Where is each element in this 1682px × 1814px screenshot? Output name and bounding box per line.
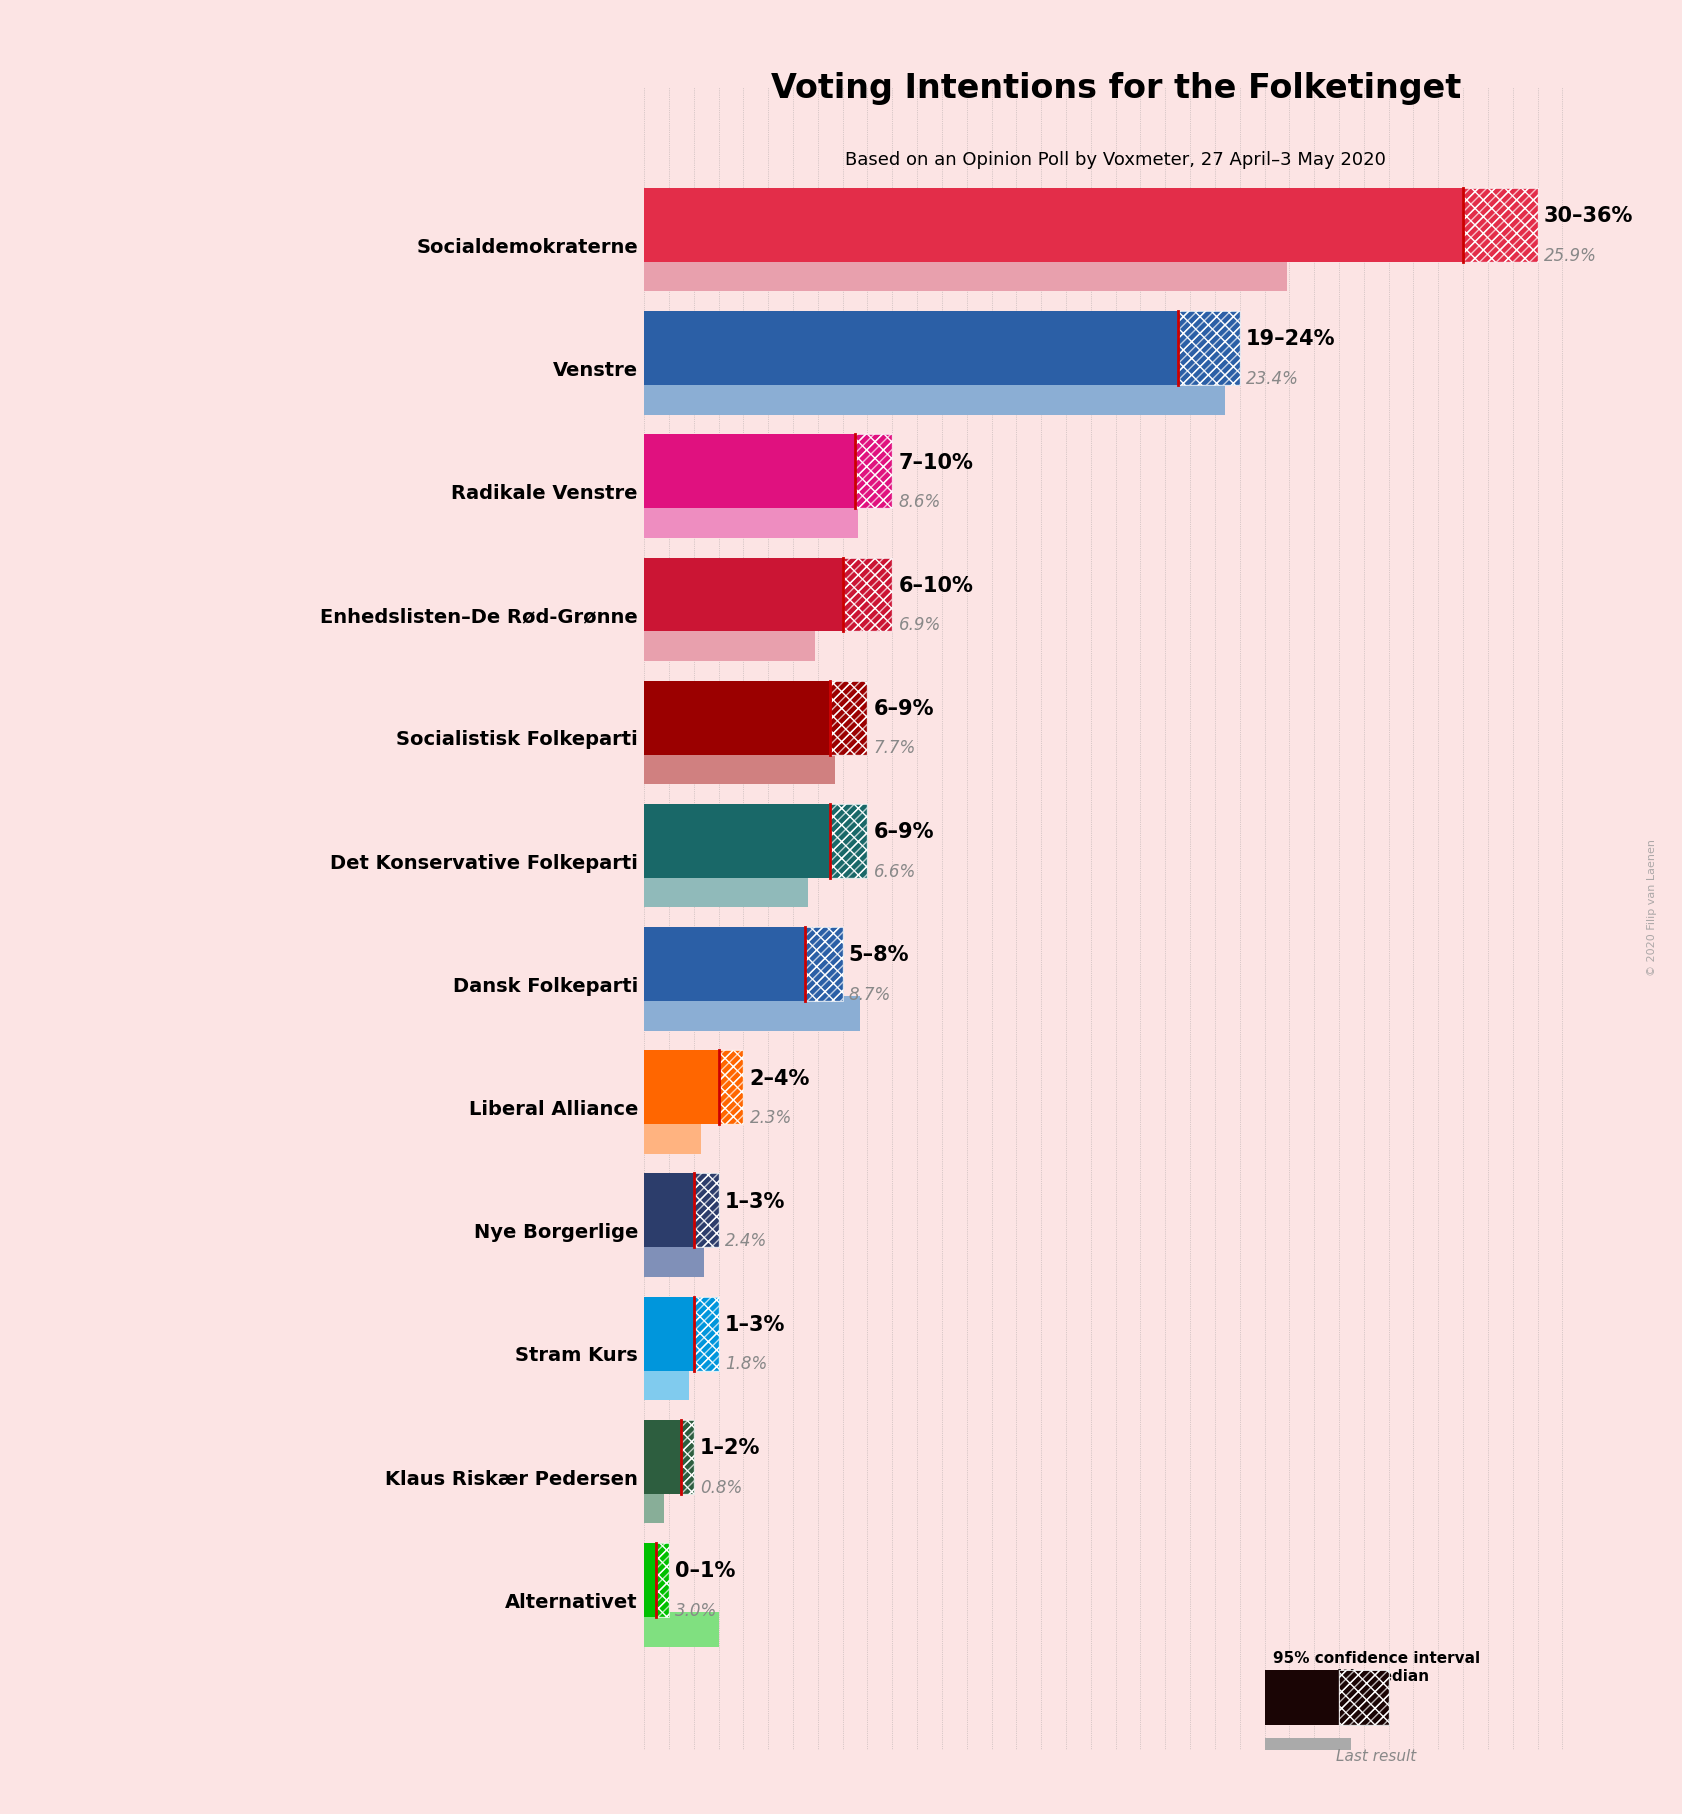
- Bar: [693, 1297, 718, 1371]
- Text: 25.9%: 25.9%: [1544, 247, 1596, 265]
- Text: 6–10%: 6–10%: [898, 575, 974, 595]
- Bar: [831, 680, 868, 755]
- Bar: [718, 1050, 743, 1125]
- Bar: [806, 927, 843, 1001]
- Bar: [644, 1544, 669, 1616]
- Bar: [831, 804, 868, 878]
- Bar: [806, 927, 843, 1001]
- Bar: [718, 1050, 743, 1125]
- Text: 0.8%: 0.8%: [700, 1478, 742, 1497]
- Bar: [644, 1489, 664, 1524]
- Bar: [644, 189, 1537, 261]
- Text: 23.4%: 23.4%: [1246, 370, 1299, 388]
- Text: Nye Borgerlige: Nye Borgerlige: [474, 1223, 637, 1243]
- Bar: [854, 434, 891, 508]
- Text: 1–3%: 1–3%: [725, 1315, 785, 1335]
- Bar: [644, 1297, 718, 1371]
- Bar: [681, 1420, 693, 1493]
- Bar: [831, 680, 868, 755]
- Bar: [644, 258, 1287, 292]
- Text: Stram Kurs: Stram Kurs: [515, 1346, 637, 1366]
- Bar: [1265, 1738, 1351, 1769]
- Bar: [644, 434, 891, 508]
- Text: 7.7%: 7.7%: [873, 740, 917, 758]
- Text: © 2020 Filip van Laenen: © 2020 Filip van Laenen: [1647, 838, 1657, 976]
- Text: 2.4%: 2.4%: [725, 1232, 767, 1250]
- Bar: [644, 557, 891, 631]
- Text: 0–1%: 0–1%: [674, 1562, 735, 1582]
- Bar: [831, 804, 868, 878]
- Bar: [1463, 189, 1537, 261]
- Text: Alternativet: Alternativet: [505, 1593, 637, 1611]
- Text: Socialistisk Folkeparti: Socialistisk Folkeparti: [397, 731, 637, 749]
- Bar: [681, 1420, 693, 1493]
- Text: 19–24%: 19–24%: [1246, 330, 1336, 350]
- Bar: [644, 680, 868, 755]
- Bar: [693, 1174, 718, 1248]
- Text: Venstre: Venstre: [553, 361, 637, 379]
- Text: 6–9%: 6–9%: [873, 698, 934, 718]
- Text: 2.3%: 2.3%: [750, 1108, 792, 1126]
- Text: 6.6%: 6.6%: [873, 863, 917, 880]
- Text: Socialdemokraterne: Socialdemokraterne: [415, 238, 637, 256]
- Text: 6.9%: 6.9%: [898, 617, 940, 635]
- Bar: [644, 1174, 718, 1248]
- Bar: [1463, 189, 1537, 261]
- Bar: [644, 927, 843, 1001]
- Bar: [1339, 1671, 1389, 1725]
- Bar: [644, 749, 836, 784]
- Bar: [644, 1119, 701, 1154]
- Text: 95% confidence interval
with median: 95% confidence interval with median: [1273, 1651, 1480, 1683]
- Bar: [693, 1174, 718, 1248]
- Bar: [644, 312, 1240, 385]
- Bar: [644, 1420, 693, 1493]
- Text: Enhedslisten–De Rød-Grønne: Enhedslisten–De Rød-Grønne: [320, 608, 637, 626]
- Text: 2–4%: 2–4%: [750, 1068, 811, 1088]
- Bar: [1339, 1671, 1389, 1725]
- Text: Radikale Venstre: Radikale Venstre: [451, 484, 637, 502]
- Text: Dansk Folkeparti: Dansk Folkeparti: [452, 976, 637, 996]
- Bar: [644, 1366, 688, 1400]
- Bar: [656, 1544, 669, 1616]
- Text: 8.6%: 8.6%: [898, 493, 940, 512]
- Bar: [1265, 1671, 1339, 1725]
- Text: 6–9%: 6–9%: [873, 822, 934, 842]
- Bar: [1177, 312, 1240, 385]
- Bar: [644, 873, 807, 907]
- Bar: [644, 1613, 718, 1647]
- Bar: [644, 626, 816, 660]
- Text: 1–3%: 1–3%: [725, 1192, 785, 1212]
- Bar: [644, 381, 1224, 415]
- Text: Voting Intentions for the Folketinget: Voting Intentions for the Folketinget: [770, 73, 1460, 105]
- Bar: [656, 1544, 669, 1616]
- Text: 5–8%: 5–8%: [849, 945, 910, 965]
- Text: Based on an Opinion Poll by Voxmeter, 27 April–3 May 2020: Based on an Opinion Poll by Voxmeter, 27…: [844, 151, 1386, 169]
- Text: 30–36%: 30–36%: [1544, 207, 1633, 227]
- Bar: [693, 1297, 718, 1371]
- Bar: [1177, 312, 1240, 385]
- Text: 1–2%: 1–2%: [700, 1439, 760, 1458]
- Text: Det Konservative Folkeparti: Det Konservative Folkeparti: [330, 854, 637, 873]
- Text: 7–10%: 7–10%: [898, 454, 974, 473]
- Bar: [644, 804, 868, 878]
- Text: Klaus Riskær Pedersen: Klaus Riskær Pedersen: [385, 1469, 637, 1489]
- Text: 8.7%: 8.7%: [849, 985, 891, 1003]
- Bar: [843, 557, 891, 631]
- Text: Liberal Alliance: Liberal Alliance: [469, 1099, 637, 1119]
- Bar: [644, 502, 858, 537]
- Bar: [644, 1050, 743, 1125]
- Bar: [843, 557, 891, 631]
- Text: Last result: Last result: [1336, 1749, 1416, 1763]
- Bar: [854, 434, 891, 508]
- Bar: [644, 996, 860, 1030]
- Text: 3.0%: 3.0%: [674, 1602, 717, 1620]
- Text: 1.8%: 1.8%: [725, 1355, 767, 1373]
- Bar: [644, 1243, 703, 1277]
